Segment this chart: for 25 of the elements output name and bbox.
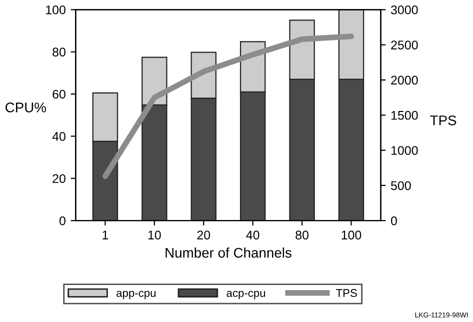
x-tick-label: 1	[102, 230, 108, 240]
y2-axis-title: TPS	[430, 115, 456, 126]
x-tick-label: 40	[246, 230, 260, 240]
y2-tick-label: 2500	[391, 40, 418, 50]
legend-label: app-cpu	[116, 290, 156, 300]
x-tick-label: 20	[197, 230, 210, 240]
y-axis-title: CPU%	[6, 102, 46, 112]
legend-label: TPS	[336, 289, 357, 297]
y-tick-label: 40	[52, 132, 66, 141]
y-tick-label: 0	[59, 216, 66, 226]
y2-tick-label: 500	[390, 181, 411, 190]
x-axis-title: Number of Channels	[166, 248, 292, 258]
y2-tick-label: 1000	[391, 146, 418, 155]
y2-tick-label: 3000	[390, 5, 418, 14]
y2-tick-label: 2000	[391, 76, 418, 85]
x-tick-label: 80	[296, 230, 308, 240]
y-tick-label: 20	[52, 174, 66, 184]
y-tick-label: 60	[52, 90, 66, 99]
y-tick-label: 80	[52, 48, 66, 56]
y2-tick-label: 1500	[391, 110, 418, 120]
y-tick-label: 100	[46, 5, 66, 14]
legend-label: acp-cpu	[226, 290, 266, 300]
x-tick-label: 10	[148, 230, 161, 240]
y2-tick-label: 0	[390, 216, 397, 226]
x-tick-label: 100	[342, 230, 362, 240]
